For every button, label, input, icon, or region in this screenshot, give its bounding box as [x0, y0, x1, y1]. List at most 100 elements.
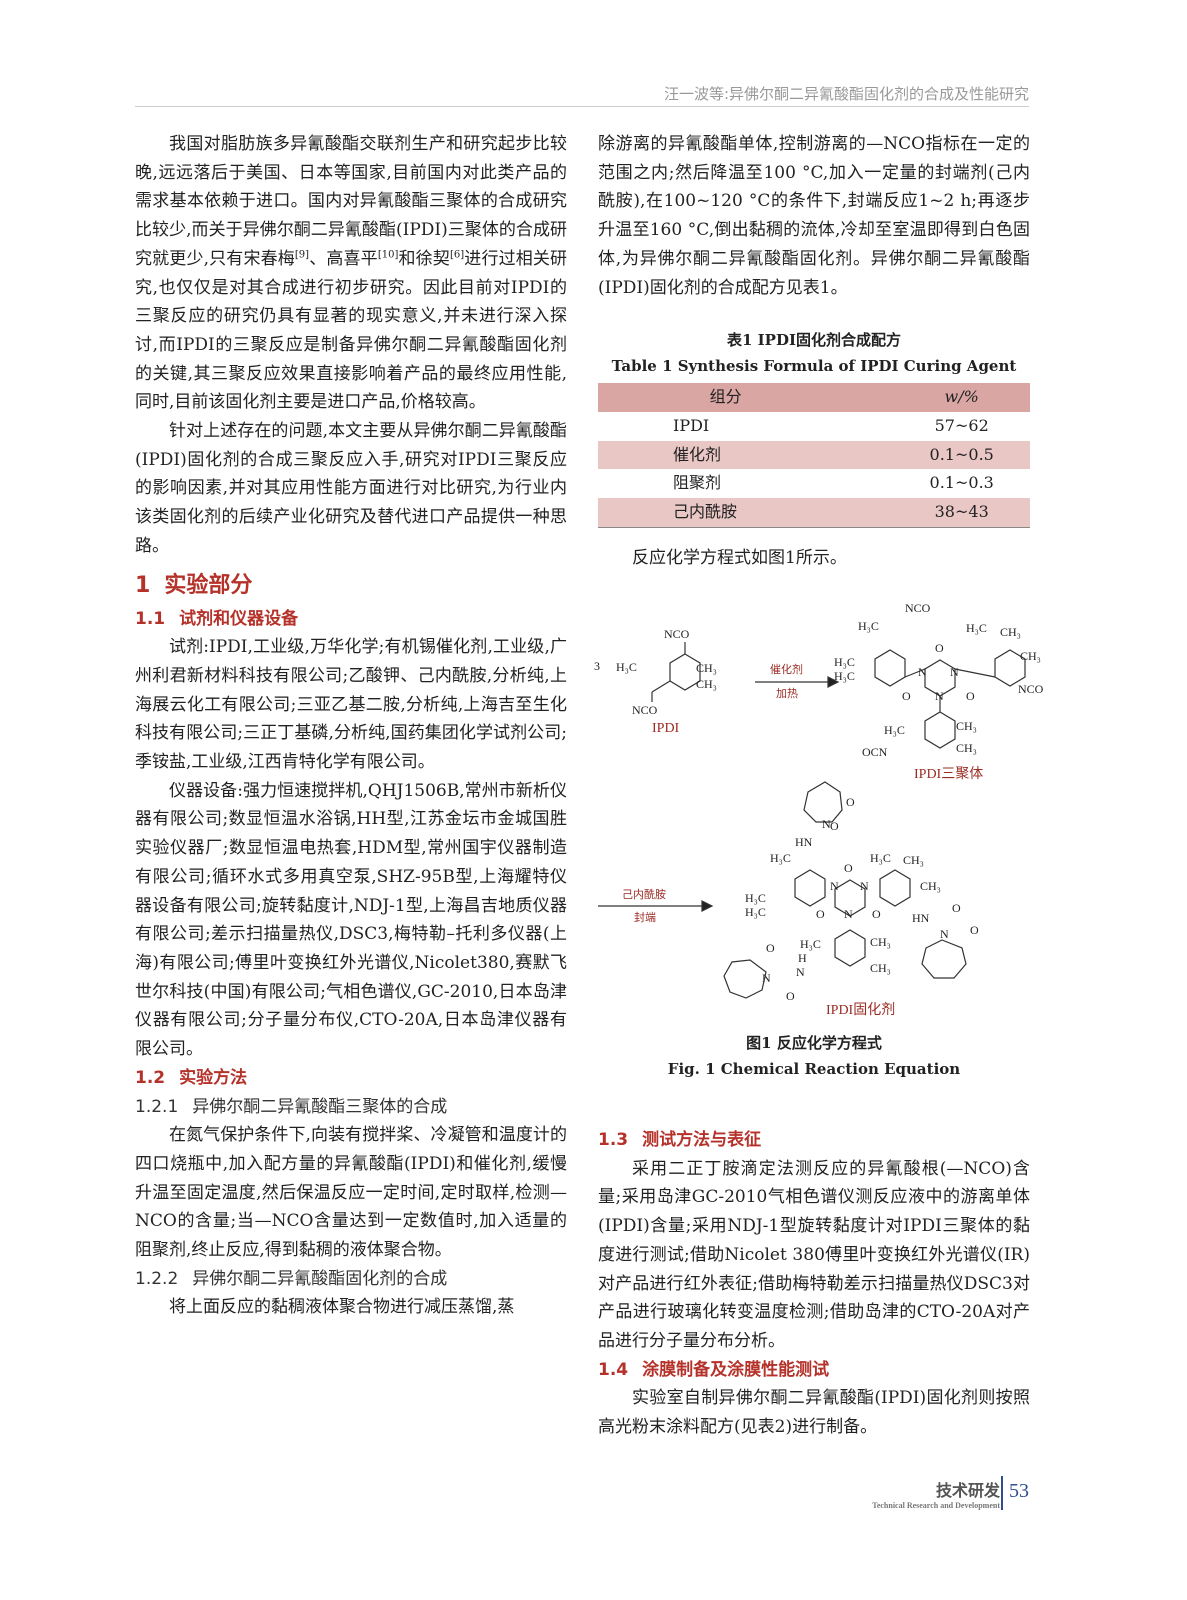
ipdi-structure: 3 NCO H₃C CH₃ CH₃ NCO IPDI — [594, 627, 717, 736]
figure-caption-cn: 图1 反应化学方程式 — [746, 1034, 882, 1052]
footer-section-en: Technical Research and Development — [872, 1501, 1000, 1510]
bond — [651, 680, 671, 693]
section-heading-1-2: 1.2 实验方法 — [135, 1064, 567, 1093]
product-label: IPDI固化剂 — [826, 1002, 895, 1018]
h3c-label: H₃C — [745, 891, 766, 905]
caprolactam-ring — [723, 959, 767, 999]
formula-table: 组分 w/% IPDI 57~62 催化剂 0.1~0.5 阻聚剂 0.1~0.3 己… — [598, 383, 1030, 528]
bond — [904, 668, 926, 678]
o-label: O — [872, 907, 881, 921]
endcap-label: 封端 — [634, 910, 656, 924]
o-label: O — [966, 689, 975, 703]
o-label: O — [844, 861, 853, 875]
trimer-label: IPDI三聚体 — [914, 766, 983, 782]
cyclohexane-ring — [874, 649, 906, 687]
h3c-label: H₃C — [884, 723, 905, 737]
text: 进行过相关研究,也仅仅是对其合成进行初步研究。因此目前对IPDI的三聚反应的研究… — [135, 248, 568, 413]
nco-label: NCO — [905, 601, 931, 615]
column-header: w/% — [893, 383, 1030, 412]
o-label: O — [846, 795, 855, 809]
reaction-arrow-2: 己内酰胺 封端 — [598, 887, 714, 924]
cyclohexane-ring — [924, 711, 956, 749]
section-title: 涂膜制备及涂膜性能测试 — [642, 1359, 830, 1380]
paragraph-coating-prep: 实验室自制异佛尔酮二异氰酸酯(IPDI)固化剂则按照高光粉末涂料配方(见表2)进… — [598, 1388, 1030, 1438]
paragraph-continued: 除游离的异氰酸酯单体,控制游离的—NCO指标在一定的范围之内;然后降温至100 … — [598, 134, 1030, 298]
ch3-label: CH₃ — [920, 879, 941, 893]
heat-label: 加热 — [776, 687, 798, 700]
section-title: 异佛尔酮二异氰酸酯三聚体的合成 — [192, 1096, 448, 1117]
o-label: O — [970, 923, 979, 937]
ch3-label: CH₃ — [956, 719, 977, 733]
section-number: 1.2.1 — [135, 1096, 179, 1117]
reaction-arrow-1: 催化剂 加热 — [755, 662, 840, 700]
h3c-label: H₃C — [870, 851, 891, 865]
table-cell: 催化剂 — [598, 440, 894, 470]
section-title: 试剂和仪器设备 — [179, 608, 299, 629]
bond — [954, 668, 996, 678]
caprolactam-ring — [921, 939, 967, 979]
triazine-ring — [834, 879, 866, 917]
h-label: H — [798, 951, 807, 965]
curing-agent-structure: N O O HN H₃C H₃C H₃C N N O O N O H₃C CH₃… — [723, 781, 979, 1018]
nco-label: NCO — [632, 703, 658, 717]
nco-label: NCO — [1018, 682, 1044, 696]
table-cell: 38~43 — [893, 498, 1030, 528]
n-label: N — [940, 927, 949, 941]
ch3-label: CH₃ — [1000, 625, 1021, 639]
arrow-head — [827, 676, 840, 688]
table-cell: 57~62 — [934, 415, 989, 435]
o-label: O — [786, 989, 795, 1003]
table-caption-cn: 表1 IPDI固化剂合成配方 — [727, 331, 901, 350]
ch3-label: CH₃ — [696, 677, 717, 691]
nco-label: NCO — [664, 627, 690, 641]
h3c-label: H₃C — [745, 905, 766, 919]
table-cell: 0.1~0.3 — [929, 473, 994, 493]
cyclohexane-ring — [994, 649, 1026, 687]
section-title: 异佛尔酮二异氰酸酯固化剂的合成 — [192, 1268, 448, 1289]
section-title: 实验部分 — [164, 572, 253, 598]
citation[interactable]: [6] — [449, 249, 465, 261]
section-number: 1.2 — [135, 1067, 166, 1088]
paragraph-curing-synthesis: 将上面反应的黏稠液体聚合物进行减压蒸馏,蒸 — [169, 1297, 515, 1318]
h3c-label: H₃C — [800, 937, 821, 951]
section-number: 1.2.2 — [135, 1268, 179, 1289]
ipdi-label: IPDI — [652, 721, 680, 736]
cyclohexane-ring — [834, 929, 866, 967]
citation[interactable]: [10] — [377, 249, 399, 261]
right-column-bottom: 图1 反应化学方程式 Fig. 1 Chemical Reaction Equa… — [598, 1030, 1030, 1442]
o-label: O — [766, 941, 775, 955]
table-header-row: 组分 w/% — [598, 383, 1030, 412]
running-header: 汪一波等:异佛尔酮二异氰酸酯固化剂的合成及性能研究 — [663, 85, 1029, 103]
table-cell: IPDI — [673, 415, 710, 435]
h3c-label: H₃C — [858, 619, 879, 633]
trimer-structure: NCO H₃C H₃C H₃C O N N O N O H₃C CH₃ CH₃ … — [834, 601, 1044, 782]
section-number: 1.4 — [598, 1359, 629, 1380]
n-label: N — [935, 689, 944, 703]
paragraph-equipment: 仪器设备:强力恒速搅拌机,QHJ1506B,常州市新析仪器有限公司;数显恒温水浴… — [135, 780, 567, 1060]
section-heading-1-4: 1.4 涂膜制备及涂膜性能测试 — [598, 1356, 1030, 1385]
n-label: N — [918, 665, 927, 679]
section-title: 测试方法与表征 — [642, 1130, 762, 1150]
ch3-label: CH₃ — [870, 935, 891, 949]
cyclohexane-ring — [879, 869, 911, 907]
ocn-label: OCN — [862, 745, 888, 759]
arrow-head — [701, 900, 714, 912]
ch3-label: CH₃ — [696, 661, 717, 675]
o-label: O — [935, 641, 944, 655]
o-label: O — [816, 907, 825, 921]
citation[interactable]: [9] — [294, 249, 310, 261]
n-label: N — [796, 965, 805, 979]
text: 我国对脂肪族多异氰酸酯交联剂生产和研究起步比较晚,远远落后于美国、日本等国家,目… — [135, 134, 567, 269]
table-cell: 0.1~0.5 — [893, 440, 1030, 470]
section-heading-1: 1 实验部分 — [135, 569, 567, 603]
o-label: O — [830, 819, 839, 833]
n-label: N — [844, 907, 853, 921]
page-number: 53 — [1009, 1480, 1029, 1502]
h3c-label: H₃C — [966, 621, 987, 635]
table-row: 己内酰胺 38~43 — [598, 498, 1030, 528]
table-caption-en: Table 1 Synthesis Formula of IPDI Curing… — [611, 357, 1017, 376]
coefficient-label: 3 — [594, 659, 600, 673]
catalyst-label: 催化剂 — [770, 662, 803, 676]
caprolactam-ring — [803, 781, 843, 823]
section-number: 1.3 — [598, 1130, 629, 1150]
